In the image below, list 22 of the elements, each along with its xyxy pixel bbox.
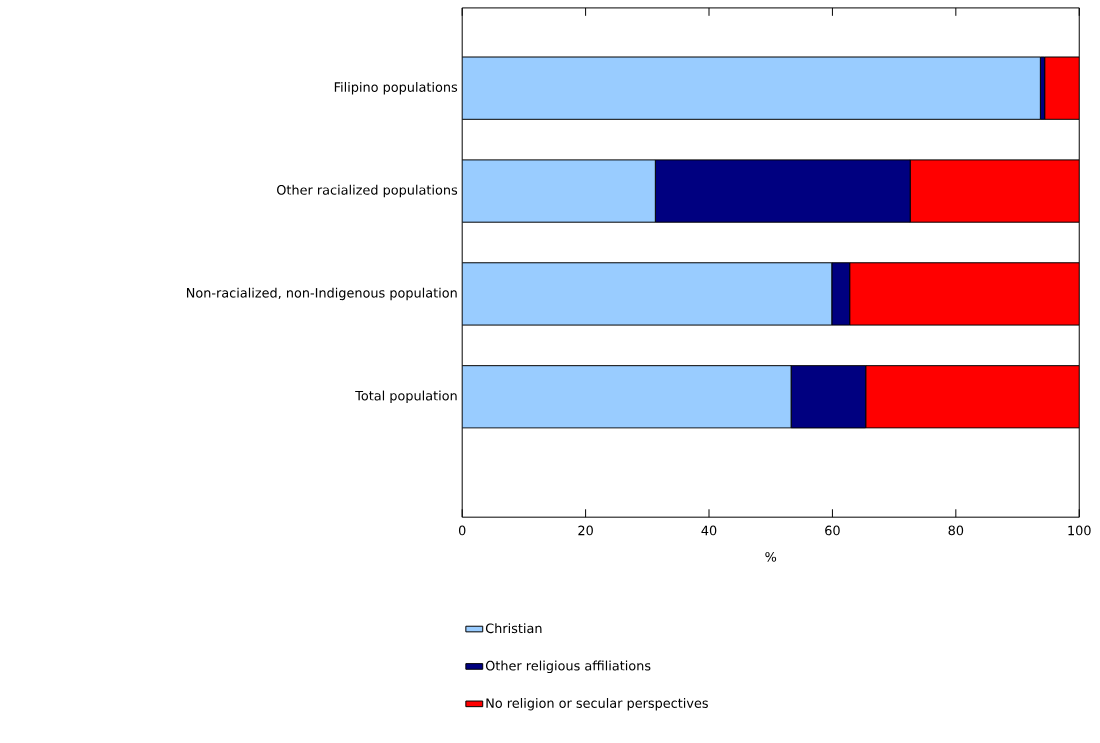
- y-tick-label: Filipino populations: [334, 82, 458, 95]
- bar: [909, 159, 1080, 223]
- x-tick-label: 40: [701, 525, 717, 536]
- y-tick-label: Other racialized populations: [277, 185, 458, 198]
- bar: [462, 365, 792, 429]
- bar: [462, 56, 1041, 120]
- bar: [462, 159, 656, 223]
- bar: [462, 262, 833, 326]
- x-tick-label: 0: [458, 525, 466, 536]
- x-tick-label: 80: [948, 525, 964, 536]
- x-tick-label: 100: [1068, 525, 1091, 536]
- bar: [1044, 56, 1080, 120]
- bar: [865, 365, 1080, 429]
- y-tick-label: Total population: [355, 390, 457, 404]
- x-axis-title: %: [765, 552, 777, 562]
- legend-label: Christian: [485, 623, 542, 634]
- bar: [849, 262, 1080, 326]
- legend-label: Other religious affiliations: [485, 660, 651, 674]
- y-tick-label: Non-racialized, non-Indigenous population: [187, 287, 457, 301]
- x-tick-label: 20: [578, 525, 593, 536]
- legend-label: No religion or secular perspectives: [486, 698, 708, 711]
- x-tick-label: 60: [825, 525, 840, 536]
